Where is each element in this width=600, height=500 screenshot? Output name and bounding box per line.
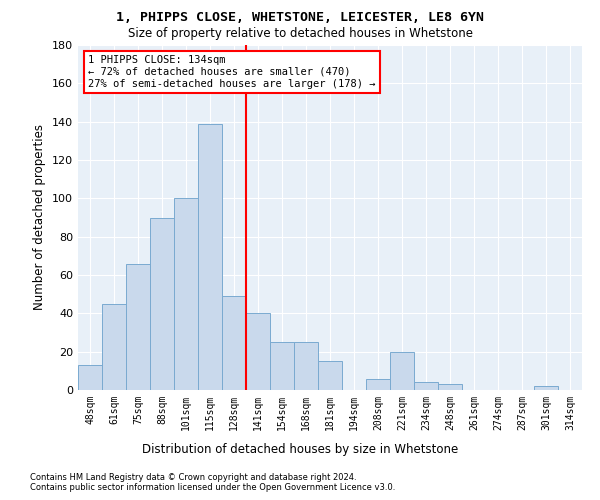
Text: 1 PHIPPS CLOSE: 134sqm
← 72% of detached houses are smaller (470)
27% of semi-de: 1 PHIPPS CLOSE: 134sqm ← 72% of detached… xyxy=(88,56,376,88)
Bar xyxy=(174,198,198,390)
Text: Distribution of detached houses by size in Whetstone: Distribution of detached houses by size … xyxy=(142,442,458,456)
Bar xyxy=(534,386,558,390)
Bar xyxy=(318,361,342,390)
Text: Contains HM Land Registry data © Crown copyright and database right 2024.: Contains HM Land Registry data © Crown c… xyxy=(30,472,356,482)
Bar xyxy=(126,264,150,390)
Bar xyxy=(150,218,174,390)
Bar xyxy=(102,304,126,390)
Y-axis label: Number of detached properties: Number of detached properties xyxy=(34,124,46,310)
Bar xyxy=(246,314,270,390)
Text: Size of property relative to detached houses in Whetstone: Size of property relative to detached ho… xyxy=(128,28,473,40)
Bar xyxy=(78,365,102,390)
Text: Contains public sector information licensed under the Open Government Licence v3: Contains public sector information licen… xyxy=(30,482,395,492)
Bar xyxy=(222,296,246,390)
Bar xyxy=(366,378,390,390)
Bar xyxy=(414,382,438,390)
Bar xyxy=(198,124,222,390)
Text: 1, PHIPPS CLOSE, WHETSTONE, LEICESTER, LE8 6YN: 1, PHIPPS CLOSE, WHETSTONE, LEICESTER, L… xyxy=(116,11,484,24)
Bar xyxy=(270,342,294,390)
Bar xyxy=(294,342,318,390)
Bar xyxy=(390,352,414,390)
Bar xyxy=(438,384,462,390)
